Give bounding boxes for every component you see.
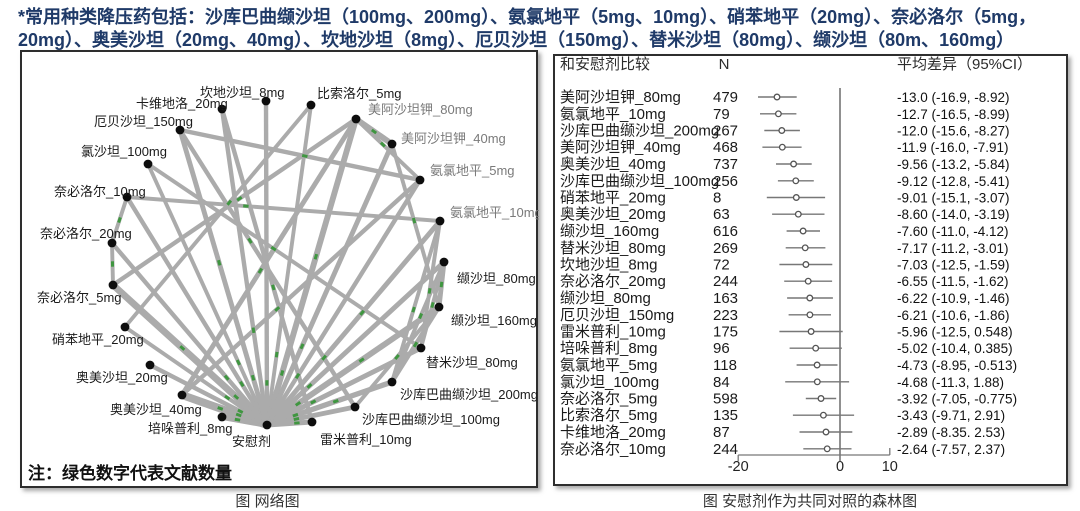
svg-text:奈必洛尔_10mg: 奈必洛尔_10mg (560, 441, 666, 458)
svg-text:奥美沙坦_40mg: 奥美沙坦_40mg (110, 402, 202, 417)
svg-text:-13.0 (-16.9, -8.92): -13.0 (-16.9, -8.92) (897, 90, 1010, 105)
svg-text:267: 267 (713, 123, 738, 140)
svg-text:坎地沙坦_8mg: 坎地沙坦_8mg (560, 257, 658, 274)
svg-text:-8.60 (-14.0, -3.19): -8.60 (-14.0, -3.19) (897, 207, 1010, 222)
svg-text:注：绿色数字代表文献数量: 注：绿色数字代表文献数量 (28, 463, 232, 483)
svg-text:比索洛尔_5mg: 比索洛尔_5mg (560, 407, 658, 424)
svg-text:美阿沙坦钾_40mg: 美阿沙坦钾_40mg (401, 131, 506, 146)
svg-text:缬沙坦_80mg: 缬沙坦_80mg (457, 271, 536, 286)
svg-text:比索洛尔_5mg: 比索洛尔_5mg (317, 86, 402, 101)
svg-text:-20: -20 (728, 459, 749, 475)
svg-text:87: 87 (713, 424, 730, 441)
svg-text:737: 737 (713, 156, 738, 173)
svg-text:-5.02 (-10.4, 0.385): -5.02 (-10.4, 0.385) (897, 341, 1013, 356)
svg-text:卡维地洛_20mg: 卡维地洛_20mg (560, 424, 666, 441)
svg-text:-12.0 (-15.6, -8.27): -12.0 (-15.6, -8.27) (897, 124, 1010, 139)
svg-text:-4.73 (-8.95, -0.513): -4.73 (-8.95, -0.513) (897, 358, 1017, 373)
svg-text:256: 256 (713, 173, 738, 190)
svg-text:氨氯地平_10mg: 氨氯地平_10mg (560, 106, 666, 123)
svg-text:缬沙坦_160mg: 缬沙坦_160mg (451, 313, 537, 328)
svg-text:沙库巴曲缬沙坦_200mg: 沙库巴曲缬沙坦_200mg (400, 387, 538, 402)
svg-text:-6.55 (-11.5, -1.62): -6.55 (-11.5, -1.62) (897, 274, 1009, 289)
svg-text:-7.17 (-11.2, -3.01): -7.17 (-11.2, -3.01) (897, 241, 1009, 256)
svg-text:奥美沙坦_20mg: 奥美沙坦_20mg (76, 370, 168, 385)
svg-text:卡维地洛_20mg: 卡维地洛_20mg (136, 96, 228, 111)
svg-text:-5.96 (-12.5, 0.548): -5.96 (-12.5, 0.548) (897, 325, 1013, 340)
svg-text:244: 244 (713, 273, 738, 290)
svg-text:N: N (719, 56, 730, 73)
svg-text:-9.56 (-13.2, -5.84): -9.56 (-13.2, -5.84) (897, 157, 1010, 172)
svg-text:479: 479 (713, 89, 738, 106)
svg-text:奈必洛尔_5mg: 奈必洛尔_5mg (560, 391, 658, 408)
svg-text:8: 8 (713, 190, 721, 207)
svg-text:-3.92 (-7.05, -0.775): -3.92 (-7.05, -0.775) (897, 392, 1017, 407)
svg-text:氯沙坦_100mg: 氯沙坦_100mg (81, 144, 167, 159)
svg-text:奈必洛尔_10mg: 奈必洛尔_10mg (54, 184, 146, 199)
svg-text:-9.12 (-12.8, -5.41): -9.12 (-12.8, -5.41) (897, 174, 1010, 189)
svg-text:468: 468 (713, 139, 738, 156)
svg-text:175: 175 (713, 324, 738, 341)
svg-text:96: 96 (713, 340, 730, 357)
svg-text:硝苯地平_20mg: 硝苯地平_20mg (52, 332, 144, 347)
svg-text:和安慰剂比较: 和安慰剂比较 (560, 55, 650, 73)
svg-text:72: 72 (713, 257, 730, 274)
svg-text:奥美沙坦_40mg: 奥美沙坦_40mg (560, 156, 666, 173)
svg-text:坎地沙坦_8mg: 坎地沙坦_8mg (200, 85, 285, 100)
svg-text:-3.43 (-9.71, 2.91): -3.43 (-9.71, 2.91) (897, 408, 1005, 423)
svg-text:替米沙坦_80mg: 替米沙坦_80mg (426, 355, 518, 370)
svg-text:163: 163 (713, 290, 738, 307)
svg-text:厄贝沙坦_150mg: 厄贝沙坦_150mg (94, 114, 193, 129)
svg-text:-6.22 (-10.9, -1.46): -6.22 (-10.9, -1.46) (897, 291, 1010, 306)
svg-text:培哚普利_8mg: 培哚普利_8mg (560, 340, 658, 357)
svg-text:奈必洛尔_20mg: 奈必洛尔_20mg (560, 273, 666, 290)
svg-text:-7.03 (-12.5, -1.59): -7.03 (-12.5, -1.59) (897, 258, 1010, 273)
svg-text:奈必洛尔_5mg: 奈必洛尔_5mg (37, 290, 122, 305)
svg-text:氨氯地平_10mg: 氨氯地平_10mg (450, 205, 539, 220)
svg-text:84: 84 (713, 374, 730, 391)
svg-text:缬沙坦_160mg: 缬沙坦_160mg (560, 223, 659, 240)
svg-text:-12.7 (-16.5, -8.99): -12.7 (-16.5, -8.99) (897, 107, 1010, 122)
svg-text:-6.21 (-10.6, -1.86): -6.21 (-10.6, -1.86) (897, 308, 1010, 323)
svg-text:美阿沙坦钾_40mg: 美阿沙坦钾_40mg (560, 139, 681, 156)
svg-text:135: 135 (713, 407, 738, 424)
svg-text:平均差异（95%CI）: 平均差异（95%CI） (897, 56, 1032, 73)
svg-text:雷米普利_10mg: 雷米普利_10mg (320, 432, 412, 447)
svg-text:-2.89 (-8.35. 2.53): -2.89 (-8.35. 2.53) (897, 425, 1005, 440)
svg-text:-7.60 (-11.0, -4.12): -7.60 (-11.0, -4.12) (897, 224, 1009, 239)
svg-text:奥美沙坦_20mg: 奥美沙坦_20mg (560, 206, 666, 223)
svg-text:安慰剂: 安慰剂 (232, 434, 271, 449)
svg-text:沙库巴曲缬沙坦_100mg: 沙库巴曲缬沙坦_100mg (362, 412, 500, 427)
svg-text:-11.9 (-16.0, -7.91): -11.9 (-16.0, -7.91) (897, 140, 1009, 155)
svg-text:厄贝沙坦_150mg: 厄贝沙坦_150mg (560, 307, 674, 324)
svg-text:0: 0 (836, 459, 844, 475)
svg-text:奈必洛尔_20mg: 奈必洛尔_20mg (40, 226, 132, 241)
svg-text:替米沙坦_80mg: 替米沙坦_80mg (560, 240, 666, 257)
svg-text:616: 616 (713, 223, 738, 240)
svg-text:598: 598 (713, 391, 738, 408)
svg-text:美阿沙坦钾_80mg: 美阿沙坦钾_80mg (368, 102, 473, 117)
svg-text:沙库巴曲缬沙坦_100mg: 沙库巴曲缬沙坦_100mg (560, 173, 719, 190)
svg-text:氯沙坦_100mg: 氯沙坦_100mg (560, 374, 659, 391)
svg-text:雷米普利_10mg: 雷米普利_10mg (560, 324, 666, 341)
svg-text:缬沙坦_80mg: 缬沙坦_80mg (560, 290, 651, 307)
svg-text:-9.01 (-15.1, -3.07): -9.01 (-15.1, -3.07) (897, 191, 1010, 206)
svg-text:244: 244 (713, 441, 738, 458)
svg-text:63: 63 (713, 206, 730, 223)
svg-text:-2.64 (-7.57, 2.37): -2.64 (-7.57, 2.37) (897, 442, 1005, 457)
svg-text:79: 79 (713, 106, 730, 123)
svg-text:氨氯地平_5mg: 氨氯地平_5mg (430, 163, 515, 178)
svg-text:培哚普利_8mg: 培哚普利_8mg (148, 421, 233, 436)
svg-text:10: 10 (882, 459, 898, 475)
svg-text:269: 269 (713, 240, 738, 257)
svg-text:223: 223 (713, 307, 738, 324)
svg-text:美阿沙坦钾_80mg: 美阿沙坦钾_80mg (560, 89, 681, 106)
svg-text:硝苯地平_20mg: 硝苯地平_20mg (560, 190, 666, 207)
svg-text:118: 118 (713, 357, 737, 374)
svg-text:氨氯地平_5mg: 氨氯地平_5mg (560, 357, 658, 374)
svg-text:沙库巴曲缬沙坦_200mg: 沙库巴曲缬沙坦_200mg (560, 123, 719, 140)
svg-text:-4.68 (-11.3, 1.88): -4.68 (-11.3, 1.88) (897, 375, 1004, 390)
